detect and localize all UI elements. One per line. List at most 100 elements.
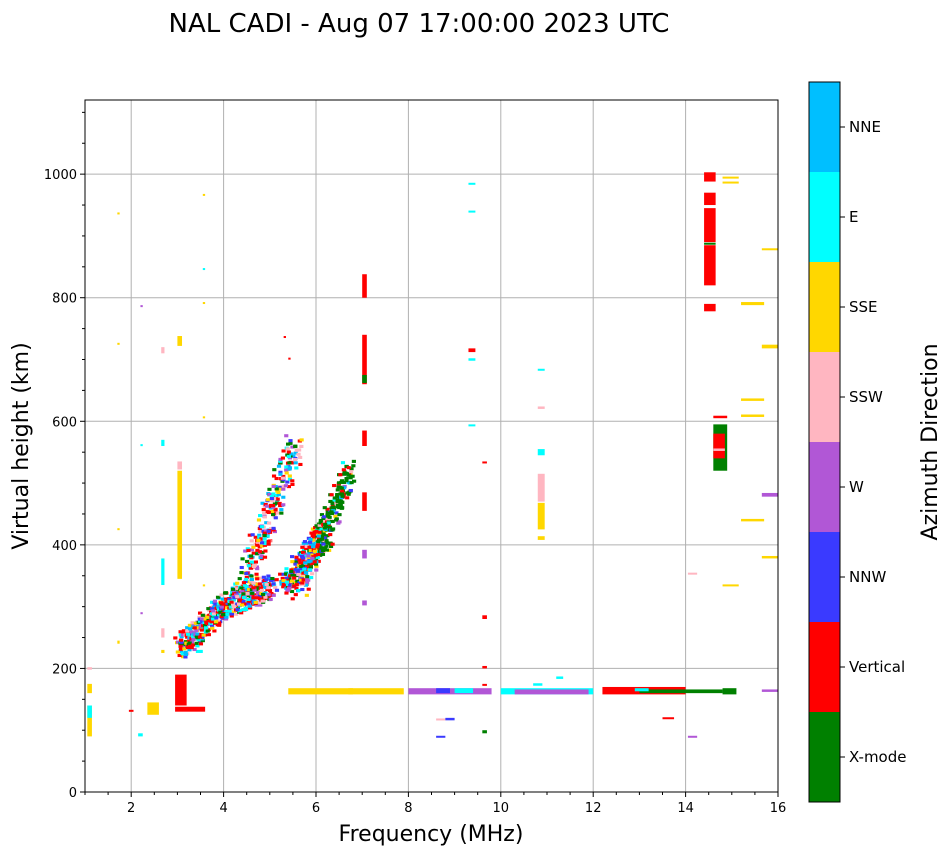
echo-mark xyxy=(199,632,204,636)
echo-mark xyxy=(284,586,289,590)
colorbar-swatch xyxy=(809,442,840,532)
echo-mark xyxy=(290,560,295,564)
echo-mark xyxy=(189,632,194,636)
echo-mark xyxy=(722,176,739,179)
echo-mark xyxy=(320,552,326,556)
echo-mark xyxy=(741,302,765,306)
echo-mark xyxy=(271,593,276,597)
echo-mark xyxy=(190,621,195,625)
echo-mark xyxy=(634,688,649,692)
echo-mark xyxy=(482,683,487,686)
echo-mark xyxy=(273,516,278,520)
echo-mark xyxy=(249,560,254,564)
echo-mark xyxy=(272,530,277,534)
echo-mark xyxy=(341,480,347,484)
echo-mark xyxy=(351,464,356,468)
echo-mark xyxy=(298,462,303,467)
echo-mark xyxy=(237,609,242,613)
echo-mark xyxy=(262,515,267,519)
echo-mark xyxy=(294,466,299,470)
echo-mark xyxy=(687,572,698,575)
echo-mark xyxy=(189,630,194,634)
echo-mark xyxy=(278,461,283,465)
echo-mark xyxy=(278,472,283,476)
echo-mark xyxy=(231,605,236,609)
x-tick-label: 8 xyxy=(404,801,412,816)
echo-mark xyxy=(271,474,277,478)
echo-mark xyxy=(178,633,183,637)
echo-mark xyxy=(270,576,275,581)
echo-mark xyxy=(308,565,314,569)
echo-mark xyxy=(289,579,295,583)
echo-mark xyxy=(274,487,279,491)
echo-mark xyxy=(362,600,367,606)
y-axis-label: Virtual height (km) xyxy=(9,342,34,549)
echo-mark xyxy=(311,544,316,549)
echo-mark xyxy=(304,547,309,551)
echo-mark xyxy=(258,586,263,590)
echo-mark xyxy=(514,689,589,695)
echo-mark xyxy=(256,591,261,595)
echo-mark xyxy=(198,642,204,646)
echo-mark xyxy=(87,705,92,737)
echo-mark xyxy=(269,494,274,499)
echo-mark xyxy=(314,529,319,534)
echo-mark xyxy=(185,631,190,635)
echo-mark xyxy=(244,588,249,592)
echo-mark xyxy=(307,557,312,561)
echo-mark xyxy=(202,302,206,305)
colorbar-swatch xyxy=(809,712,840,802)
colorbar-label: NNE xyxy=(849,118,881,136)
echo-mark xyxy=(177,461,183,470)
echo-mark xyxy=(225,606,230,610)
echo-mark xyxy=(247,599,252,603)
echo-mark xyxy=(340,461,346,465)
echo-mark xyxy=(271,582,276,586)
echo-mark xyxy=(193,633,198,637)
echo-mark xyxy=(273,507,278,511)
echo-mark xyxy=(195,623,201,627)
echo-mark xyxy=(264,521,269,525)
echo-mark xyxy=(211,612,217,616)
echo-mark xyxy=(216,605,221,609)
echo-mark xyxy=(205,629,210,633)
echo-mark xyxy=(296,563,301,567)
echo-mark xyxy=(270,503,276,508)
echo-mark xyxy=(269,592,274,596)
echo-mark xyxy=(227,609,232,613)
echo-mark xyxy=(349,467,354,471)
echo-mark xyxy=(274,588,280,592)
x-tick-label: 2 xyxy=(127,801,135,816)
echo-mark xyxy=(307,551,312,555)
echo-mark xyxy=(262,533,267,538)
echo-mark xyxy=(265,587,270,592)
echo-mark xyxy=(307,568,313,572)
echo-mark xyxy=(298,455,303,459)
echo-mark xyxy=(326,519,331,523)
echo-mark xyxy=(288,583,293,587)
echo-mark xyxy=(362,492,367,511)
echo-mark xyxy=(200,620,205,624)
echo-mark xyxy=(254,565,259,569)
echo-mark xyxy=(316,526,321,530)
echo-mark xyxy=(234,591,239,595)
x-axis-label: Frequency (MHz) xyxy=(339,822,524,847)
echo-mark xyxy=(278,485,283,489)
echo-mark xyxy=(284,580,290,584)
echo-mark xyxy=(300,560,305,564)
echo-mark xyxy=(256,586,261,590)
y-tick-label: 1000 xyxy=(44,168,77,183)
echo-mark xyxy=(332,496,337,500)
echo-mark xyxy=(284,576,289,580)
echo-mark xyxy=(161,558,165,586)
echo-mark xyxy=(197,617,202,621)
echo-mark xyxy=(266,542,271,546)
echo-mark xyxy=(275,489,280,493)
echo-mark xyxy=(320,548,326,553)
echo-mark xyxy=(278,470,283,474)
echo-mark xyxy=(257,526,262,531)
echo-mark xyxy=(268,597,273,601)
echo-mark xyxy=(189,640,194,644)
echo-mark xyxy=(281,503,286,507)
echo-mark xyxy=(306,587,311,591)
